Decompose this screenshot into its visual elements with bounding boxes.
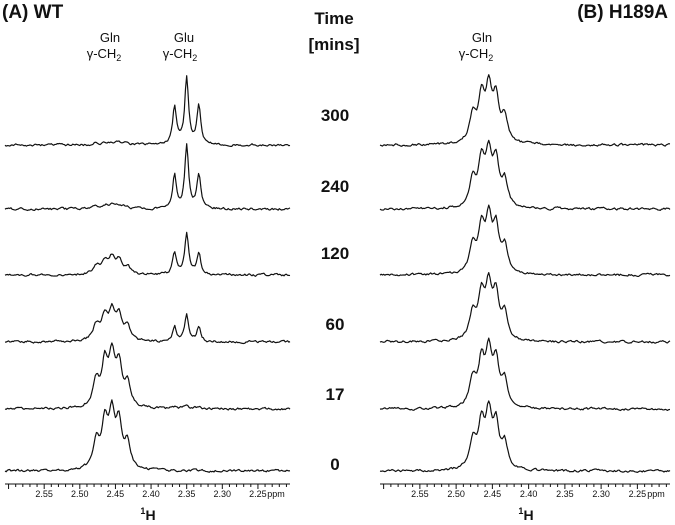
panel-a-ticks bbox=[8, 484, 287, 489]
time-label-17: 17 bbox=[326, 385, 345, 404]
panel-a-gln-name: Gln bbox=[100, 30, 120, 45]
panel-b-tick-labels: 2.55 2.50 2.45 2.40 2.35 2.30 2.25 ppm bbox=[411, 489, 665, 499]
time-header-line1: Time bbox=[314, 9, 353, 28]
panel-a-axis-title: 1H bbox=[140, 506, 155, 523]
panel-b-gln-group: γ-CH bbox=[459, 46, 489, 61]
spectrum-trace-wt-0 bbox=[4, 399, 291, 473]
tick-label: 2.30 bbox=[592, 489, 610, 499]
spectrum-trace-wt-60 bbox=[4, 302, 291, 345]
panel-a-axis-title-main: H bbox=[145, 507, 155, 523]
spectrum-trace-h189a-60 bbox=[379, 271, 671, 344]
panel-a-glu-group: γ-CH bbox=[163, 46, 193, 61]
tick-label: 2.25 bbox=[629, 489, 647, 499]
tick-label: 2.55 bbox=[411, 489, 429, 499]
spectrum-trace-h189a-17 bbox=[379, 337, 671, 412]
panel-b-gln-name: Gln bbox=[472, 30, 492, 45]
svg-text:γ-CH2: γ-CH2 bbox=[459, 46, 494, 63]
panel-b-gln-label: Gln γ-CH2 bbox=[459, 30, 494, 63]
tick-label: 2.50 bbox=[71, 489, 89, 499]
tick-label: 2.45 bbox=[107, 489, 125, 499]
panel-a-gln-label: Gln γ-CH2 bbox=[87, 30, 122, 63]
time-label-60: 60 bbox=[326, 315, 345, 334]
panel-b-axis-title: 1H bbox=[518, 506, 533, 523]
time-label-120: 120 bbox=[321, 244, 349, 263]
tick-label: 2.55 bbox=[35, 489, 53, 499]
time-header-line2: [mins] bbox=[309, 35, 360, 54]
spectrum-trace-wt-300 bbox=[4, 75, 291, 148]
panel-a-axis-title-super: 1 bbox=[140, 506, 145, 516]
spectrum-trace-h189a-240 bbox=[379, 139, 671, 211]
panel-a-gln-group: γ-CH bbox=[87, 46, 117, 61]
panel-a-glu-label: Glu γ-CH2 bbox=[163, 30, 198, 63]
spectrum-trace-wt-120 bbox=[4, 231, 291, 277]
panel-b-title: (B) H189A bbox=[577, 2, 668, 23]
svg-text:γ-CH2: γ-CH2 bbox=[163, 46, 198, 63]
spectrum-trace-wt-240 bbox=[4, 143, 291, 212]
panel-b-axis-title-super: 1 bbox=[518, 506, 523, 516]
panel-a-glu-name: Glu bbox=[174, 30, 194, 45]
tick-label: 2.40 bbox=[520, 489, 538, 499]
panel-b-spectra bbox=[379, 74, 671, 473]
svg-text:γ-CH2: γ-CH2 bbox=[87, 46, 122, 63]
tick-label: 2.25 bbox=[249, 489, 267, 499]
panel-b-gln-sub: 2 bbox=[488, 53, 493, 63]
tick-label: 2.35 bbox=[556, 489, 574, 499]
panel-a-glu-sub: 2 bbox=[192, 53, 197, 63]
panel-b-unit: ppm bbox=[647, 489, 665, 499]
panel-b-axis-title-main: H bbox=[523, 507, 533, 523]
tick-label: 2.35 bbox=[178, 489, 196, 499]
tick-label: 2.40 bbox=[142, 489, 160, 499]
panel-a-tick-labels: 2.55 2.50 2.45 2.40 2.35 2.30 2.25 ppm bbox=[35, 489, 284, 499]
panel-a-gln-sub: 2 bbox=[116, 53, 121, 63]
tick-label: 2.30 bbox=[214, 489, 232, 499]
panel-b-ticks bbox=[383, 484, 667, 489]
tick-label: 2.45 bbox=[484, 489, 502, 499]
time-label-0: 0 bbox=[330, 455, 339, 474]
time-label-300: 300 bbox=[321, 106, 349, 125]
time-label-240: 240 bbox=[321, 177, 349, 196]
panel-a-spectra bbox=[4, 75, 291, 473]
spectrum-trace-h189a-300 bbox=[379, 74, 671, 147]
spectrum-trace-h189a-0 bbox=[379, 400, 671, 473]
panel-a-title: (A) WT bbox=[2, 2, 64, 23]
panel-a-unit: ppm bbox=[267, 489, 285, 499]
spectrum-trace-wt-17 bbox=[4, 342, 291, 411]
spectrum-trace-h189a-120 bbox=[379, 204, 671, 278]
tick-label: 2.50 bbox=[447, 489, 465, 499]
